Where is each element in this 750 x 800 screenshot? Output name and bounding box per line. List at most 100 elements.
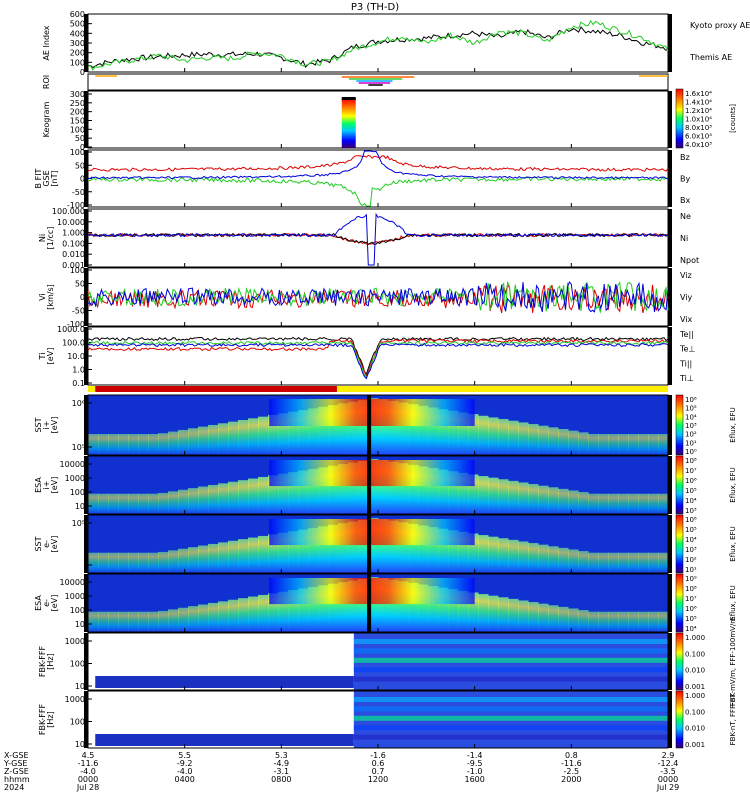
- density-legend-1: Ni: [680, 234, 688, 243]
- edge-bar-left: [84, 209, 88, 267]
- keogram-cap: [341, 97, 356, 100]
- ylabel-line: ROI: [42, 75, 51, 89]
- ephem-value: -4.0: [177, 767, 193, 776]
- sst-elec-column: [98, 552, 109, 573]
- ylabel-line: GSE: [42, 170, 51, 186]
- sst-ion-column: [578, 432, 589, 455]
- fbk-e-colorbar-tick: 0.001: [685, 683, 705, 691]
- esa-ion-column: [568, 490, 579, 514]
- sst-ion-column: [468, 414, 479, 455]
- sst-elec-column: [538, 544, 549, 573]
- ylabel-line: B FIT: [34, 168, 43, 188]
- esa-elec-colorbar: [675, 573, 684, 633]
- sst-elec-hot-band: [269, 519, 475, 546]
- fbk-e-ytick-label: 1000: [65, 637, 85, 646]
- esa-elec-colorbar-tick: 10⁴: [685, 625, 697, 633]
- sst-ion-column: [358, 400, 369, 455]
- esa-elec-hot-band: [269, 578, 475, 605]
- esa-elec-column: [618, 611, 629, 632]
- sst-ion-column: [648, 434, 659, 455]
- sst-elec-column: [618, 552, 629, 573]
- ylabel-line: FBK-FFF: [38, 704, 47, 736]
- esa-ion-column: [118, 493, 129, 514]
- sst-ion-colorbar-tick: 10³: [685, 422, 697, 430]
- temperature-ytick-label: 1.0: [72, 366, 85, 375]
- sst-elec-column: [348, 521, 359, 573]
- ephem-value: 5.3: [275, 751, 288, 760]
- sst-elec-column: [238, 539, 249, 573]
- sst-elec-column: [518, 541, 529, 573]
- ephem-value: -11.6: [78, 759, 99, 768]
- bfield-legend-1: By: [680, 175, 690, 184]
- velocity-ytick-label: -50: [72, 307, 85, 316]
- sst-elec-column: [228, 540, 239, 573]
- sst-elec-colorbar-tick: 10⁶: [685, 516, 697, 524]
- ephem-value: Jul 28: [76, 783, 99, 792]
- keogram-image: [341, 99, 356, 148]
- fbk-b-band: [353, 734, 668, 740]
- edge-bar-right: [668, 691, 672, 748]
- sst-elec-column: [498, 538, 509, 573]
- esa-ion-colorbar-tick: 10⁸: [685, 457, 697, 465]
- sst-ion-column: [428, 407, 439, 455]
- edge-bar-left: [84, 574, 88, 632]
- keogram-colorbar-label: [counts]: [729, 104, 737, 133]
- bfield-legend-2: Bx: [680, 196, 690, 205]
- esa-elec-column: [108, 611, 119, 632]
- sst-elec-column: [88, 552, 99, 573]
- fbk-b-ylabel: FBK-FFF [Hz]: [38, 704, 55, 736]
- fbk-b-colorbar-tick: 0.100: [685, 708, 705, 716]
- esa-elec-column: [298, 588, 309, 632]
- sst-ion-column: [198, 426, 209, 455]
- fbk-b-ytick-label: 1000: [65, 695, 85, 704]
- sst-elec-column: [468, 533, 479, 573]
- sst-elec-column: [378, 519, 389, 573]
- esa-ion-column: [248, 478, 259, 514]
- keogram-ytick-label: 200: [70, 108, 85, 117]
- esa-elec-column: [428, 586, 439, 632]
- sst-elec-column: [508, 539, 519, 573]
- esa-elec-column: [228, 599, 239, 632]
- sst-elec-ylabel: SST e- [eV]: [34, 536, 59, 553]
- sst-ion-column: [588, 433, 599, 455]
- esa-elec-colorbar-tick: 10⁶: [685, 605, 697, 613]
- sst-ion-colorbar-label: Eflux, EFU: [729, 407, 737, 442]
- sst-elec-column: [268, 534, 279, 573]
- sst-ion-colorbar-tick: 10¹: [685, 439, 697, 447]
- esa-elec-column: [638, 611, 649, 632]
- esa-ion-column: [98, 493, 109, 514]
- ephem-value: 5.5: [178, 751, 191, 760]
- sst-elec-colorbar-tick: 10¹: [685, 566, 697, 574]
- ylabel-line: [Hz]: [46, 711, 55, 727]
- edge-bar-right: [668, 91, 672, 148]
- sst-ion-colorbar-tick: 10⁰: [685, 448, 697, 456]
- density-ytick-label: 1.000: [62, 229, 85, 238]
- fbk-b-ytick-label: 100: [70, 718, 85, 727]
- esa-ion-column: [528, 484, 539, 514]
- sst-elec-column: [488, 536, 499, 573]
- sst-elec-colorbar-tick: 10⁵: [685, 526, 697, 534]
- edge-bar-right: [668, 14, 672, 72]
- ephem-value: 0400: [174, 775, 194, 784]
- edge-bar-left: [84, 91, 88, 148]
- sst-ion-column: [128, 434, 139, 455]
- keogram-ytick-label: 150: [70, 117, 85, 126]
- sst-elec-column: [258, 535, 269, 573]
- sst-elec-column: [658, 552, 669, 573]
- fbk-b-colorbar-title: FBK-nT, FFF-nT: [729, 693, 737, 745]
- esa-ion-column: [558, 488, 569, 514]
- velocity-ytick-label: -100: [67, 320, 85, 329]
- fbk-b-colorbar: [675, 690, 684, 749]
- sst-elec-gap: [367, 515, 372, 573]
- esa-ion-gap: [367, 456, 372, 514]
- esa-ion-column: [358, 460, 369, 514]
- keogram-colorbar-title: [counts]: [729, 104, 737, 133]
- esa-elec-column: [568, 608, 579, 632]
- esa-ion-column: [338, 464, 349, 514]
- keogram-colorbar-tick: 8.0x10³: [685, 124, 712, 132]
- density-ytick-label: 0.100: [62, 239, 85, 248]
- fbk-b-colorbar-tick: 1.000: [685, 692, 705, 700]
- ae-ytick-label: 500: [70, 20, 85, 29]
- esa-elec-column: [198, 604, 209, 632]
- fbk-e-band: [353, 648, 668, 654]
